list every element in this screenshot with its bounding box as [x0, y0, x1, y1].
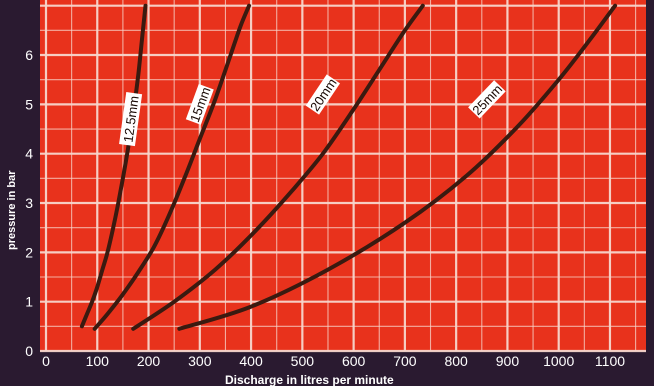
curve-label-bg [185, 83, 214, 125]
x-tick-label: 300 [188, 353, 212, 369]
x-tick-label: 200 [137, 353, 161, 369]
x-tick-label: 800 [444, 353, 468, 369]
x-axis-tick-labels: 0 100 200 300 400 500 600 700 800 900 1000 1100 [42, 353, 625, 369]
y-axis-label: pressure in bar [6, 170, 18, 250]
y-tick-label: 6 [25, 47, 33, 63]
x-tick-label: 100 [86, 353, 110, 369]
curve-12-5mm [79, 3, 148, 329]
y-tick-label: 2 [25, 244, 33, 260]
y-tick-label: 3 [25, 195, 33, 211]
x-tick-label: 900 [496, 353, 520, 369]
x-tick-label: 0 [42, 353, 50, 369]
x-tick-label: 400 [239, 353, 263, 369]
x-tick-label: 1100 [595, 353, 625, 369]
y-tick-label: 4 [25, 146, 33, 162]
y-tick-label: 5 [25, 96, 33, 112]
y-tick-label: 1 [25, 294, 33, 310]
curves [79, 3, 618, 331]
x-tick-label: 500 [291, 353, 315, 369]
curve-label-bg [468, 80, 506, 119]
y-axis-tick-labels: 0 1 2 3 4 5 6 [25, 47, 33, 359]
curve-15mm [92, 3, 251, 331]
curve-25mm [177, 3, 618, 331]
curve-label: 12.5mm [119, 92, 143, 147]
x-tick-label: 600 [342, 353, 366, 369]
curve-20mm [131, 3, 425, 331]
x-tick-label: 1000 [543, 353, 574, 369]
curve-label-bg [305, 74, 341, 115]
x-axis-label: Discharge in litres per minute [225, 373, 394, 386]
curve-label-bg [119, 92, 143, 147]
plot-area [40, 0, 646, 351]
curve-label-text: 12.5mm [120, 95, 141, 144]
grid [40, 0, 646, 353]
y-tick-label: 0 [25, 343, 33, 359]
x-tick-label: 700 [393, 353, 417, 369]
